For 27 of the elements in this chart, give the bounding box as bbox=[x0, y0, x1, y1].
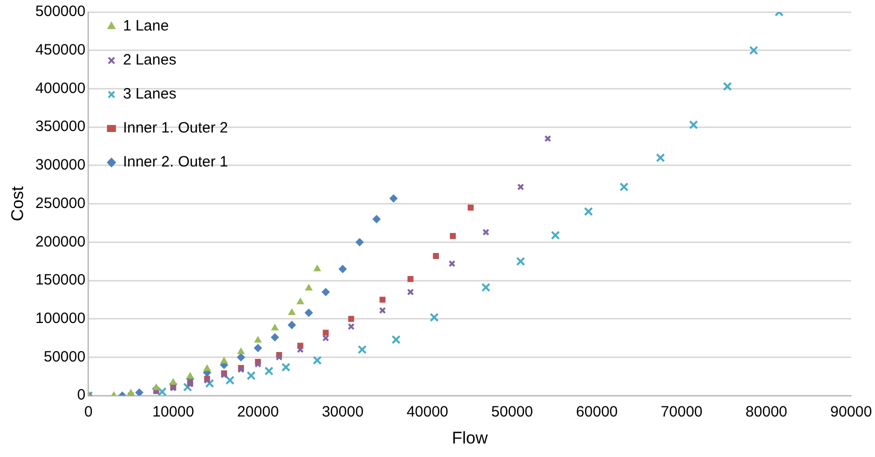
x-tick-label: 60000 bbox=[576, 404, 618, 421]
y-tick-label: 500000 bbox=[35, 3, 86, 20]
y-axis-title: Cost bbox=[8, 186, 27, 222]
x-tick-label: 10000 bbox=[152, 404, 194, 421]
legend-label: Inner 2. Outer 1 bbox=[122, 154, 228, 171]
x-tick-label: 70000 bbox=[660, 404, 703, 421]
y-tick-label: 100000 bbox=[35, 310, 86, 328]
x-tick-label: 20000 bbox=[237, 404, 279, 421]
x-tick-label: 90000 bbox=[830, 404, 872, 421]
x-tick-label: 50000 bbox=[491, 404, 534, 421]
x-axis-title: Flow bbox=[452, 428, 488, 448]
legend-label: 2 Lanes bbox=[122, 52, 176, 69]
y-tick-label: 300000 bbox=[35, 156, 86, 174]
legend-label: Inner 1. Outer 2 bbox=[122, 120, 228, 137]
y-tick-label: 250000 bbox=[35, 194, 86, 212]
y-tick-label: 350000 bbox=[35, 118, 86, 136]
x-tick-label: 80000 bbox=[746, 404, 788, 421]
legend-label: 1 Lane bbox=[122, 18, 169, 35]
y-tick-label: 400000 bbox=[35, 80, 86, 97]
y-tick-label: 450000 bbox=[35, 42, 86, 58]
y-tick-label: 200000 bbox=[35, 233, 86, 250]
y-tick-label: 50000 bbox=[44, 348, 86, 366]
y-tick-label: 0 bbox=[77, 386, 86, 404]
x-tick-label: 40000 bbox=[406, 404, 448, 421]
legend-label: 3 Lanes bbox=[122, 86, 176, 103]
x-tick-label: 30000 bbox=[322, 404, 364, 421]
y-tick-label: 150000 bbox=[35, 272, 86, 289]
